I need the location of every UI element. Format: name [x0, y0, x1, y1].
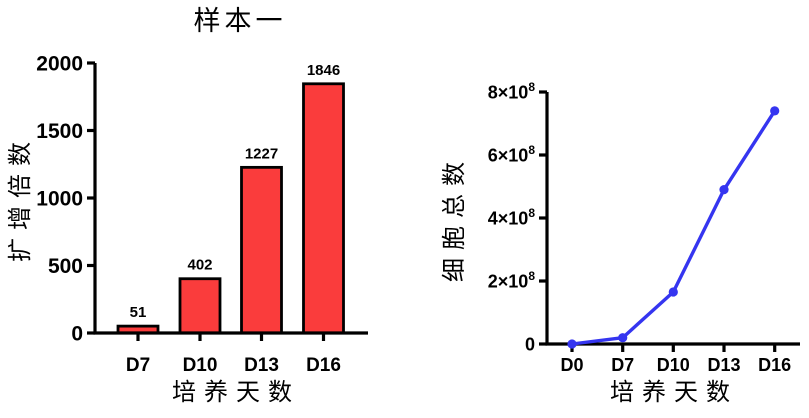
y-tick-label: 1000 [36, 187, 83, 210]
y-tick-label: 6×108 [488, 143, 536, 165]
x-tick-label: D13 [707, 355, 740, 375]
data-point-D16 [770, 106, 780, 116]
y-tick-label: 2×108 [488, 269, 536, 291]
bar-D13 [240, 165, 283, 335]
bar-chart-y-axis-title: 扩增倍数 [7, 134, 34, 262]
y-tick-label: 1500 [36, 120, 83, 143]
x-tick-label: D0 [560, 355, 583, 375]
bar-value-label: 402 [187, 257, 212, 274]
data-line [570, 109, 777, 346]
x-tick-label: D16 [758, 355, 791, 375]
data-point-D10 [668, 287, 678, 297]
x-tick-label: D10 [183, 355, 218, 376]
x-tick-label: D7 [611, 355, 634, 375]
y-tick-label: 4×108 [488, 206, 536, 228]
y-tick-label: 500 [48, 255, 83, 278]
bar-chart-x-axis-title: 培养天数 [172, 379, 300, 406]
line-chart-x-axis-title: 培养天数 [610, 379, 738, 406]
y-tick-label: 2000 [36, 52, 83, 75]
bar-value-label: 1846 [307, 62, 340, 79]
bar-D10 [178, 277, 222, 335]
line-plot-area: 0 2×108 4×108 6×108 8×108 D0 D7 D10 D13 D16 [488, 80, 800, 375]
x-tick-label: D13 [244, 355, 279, 376]
y-tick-label: 0 [525, 334, 535, 354]
bar-plot-area: 51 402 1227 1846 0 500 1000 1500 2000 D7 D10 D13 D16 [36, 52, 368, 376]
bar-D16 [302, 82, 345, 335]
line-chart-y-axis-title: 细胞总数 [441, 154, 468, 282]
x-tick-label: D10 [657, 355, 690, 375]
data-point-D13 [719, 185, 729, 195]
bar-chart-title: 样本一 [194, 6, 287, 36]
x-tick-label: D16 [306, 355, 341, 376]
y-tick-label: 8×108 [488, 80, 536, 102]
data-point-D0 [567, 339, 577, 349]
bar-value-label: 51 [130, 304, 147, 321]
bar-value-label: 1227 [245, 145, 278, 162]
y-tick-label: 0 [71, 322, 83, 345]
data-point-D7 [618, 333, 628, 343]
x-tick-label: D7 [126, 355, 150, 376]
